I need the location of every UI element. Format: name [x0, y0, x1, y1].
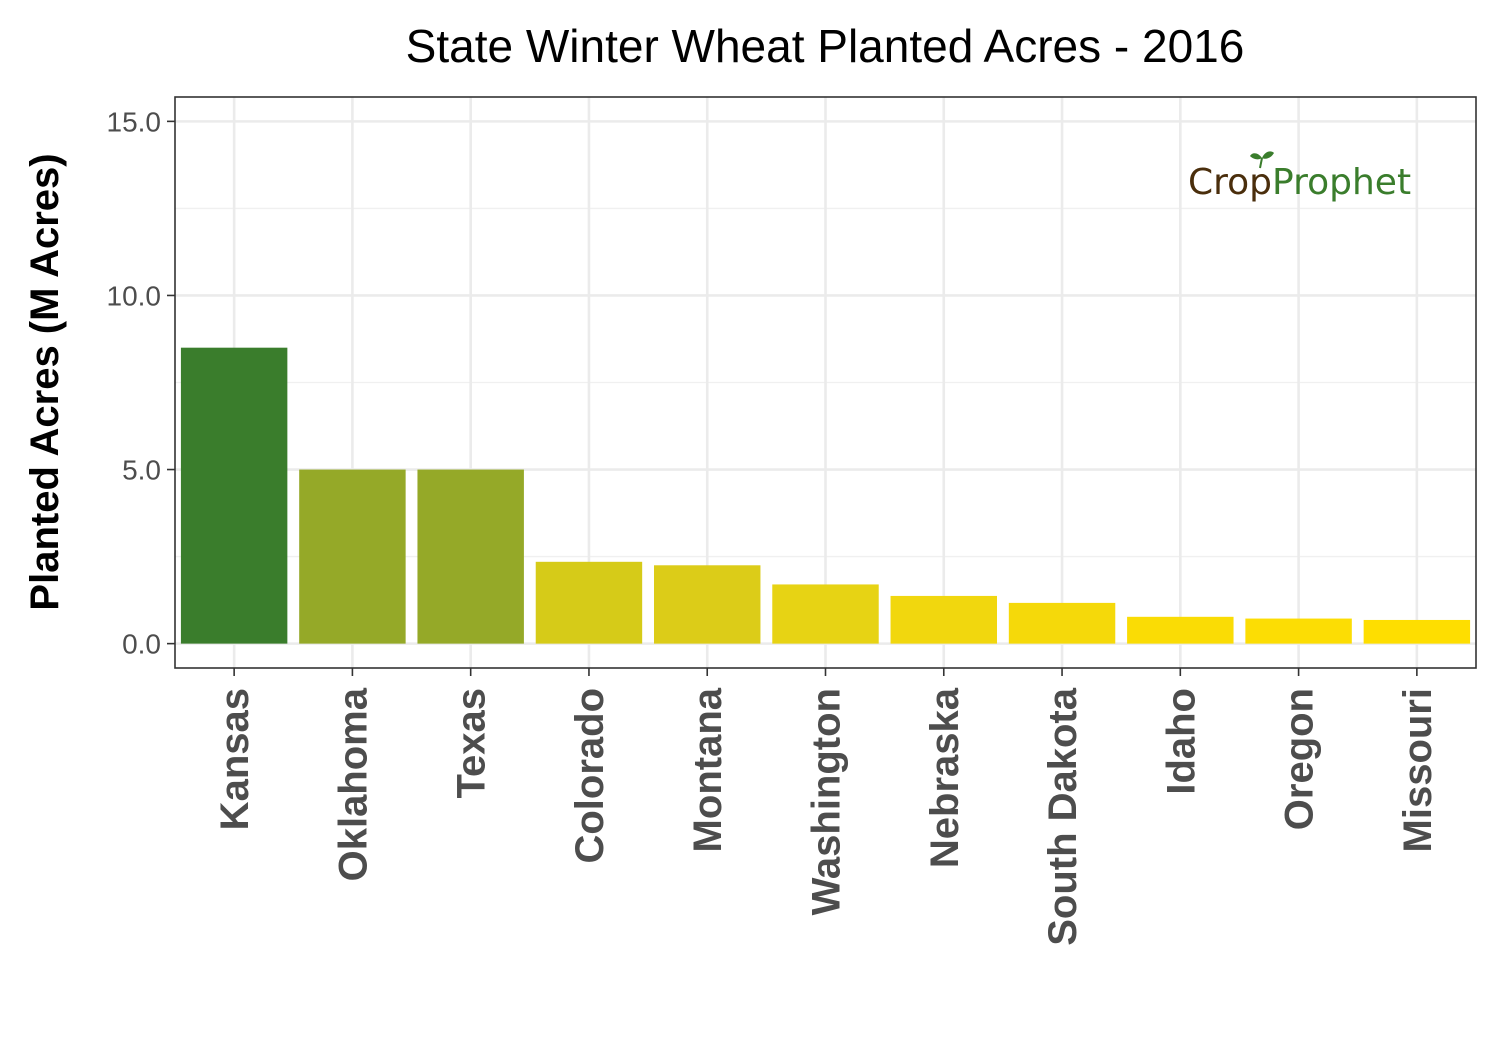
- y-tick-label: 15.0: [107, 106, 162, 137]
- y-axis-label: Planted Acres (M Acres): [23, 153, 67, 610]
- chart-title: State Winter Wheat Planted Acres - 2016: [406, 20, 1245, 72]
- y-tick-label: 5.0: [122, 455, 161, 486]
- x-tick-label-missouri: Missouri: [1396, 688, 1440, 852]
- y-tick-label: 10.0: [107, 280, 162, 311]
- x-tick-label-idaho: Idaho: [1159, 688, 1203, 795]
- x-tick-label-texas: Texas: [450, 688, 494, 798]
- bar-south-dakota: [1008, 602, 1116, 644]
- bar-montana: [654, 565, 761, 644]
- x-tick-label-kansas: Kansas: [213, 688, 257, 830]
- bar-kansas: [180, 347, 288, 644]
- x-tick-label-montana: Montana: [686, 687, 730, 852]
- bar-idaho: [1127, 616, 1234, 644]
- logo-text: CropProphet: [1188, 162, 1411, 203]
- logo-text-crop: Crop: [1188, 162, 1272, 203]
- x-axis: Kansas Oklahoma Texas Colorado Montana Washin…: [213, 668, 1440, 946]
- x-tick-label-nebraska: Nebraska: [923, 687, 967, 868]
- bar-texas: [417, 469, 524, 644]
- x-tick-label-oklahoma: Oklahoma: [331, 687, 375, 881]
- bar-colorado: [535, 561, 643, 644]
- x-tick-label-south-dakota: South Dakota: [1041, 687, 1085, 946]
- x-tick-label-washington: Washington: [805, 688, 849, 915]
- bar-nebraska: [890, 595, 997, 644]
- x-tick-label-colorado: Colorado: [568, 688, 612, 864]
- logo-text-prophet: Prophet: [1272, 162, 1411, 203]
- bar-washington: [772, 584, 879, 644]
- cropprophet-logo: CropProphet: [1188, 151, 1411, 203]
- bar-oklahoma: [299, 469, 406, 644]
- bar-oregon: [1245, 618, 1352, 644]
- sprout-icon: [1250, 151, 1274, 169]
- y-axis: 0.0 5.0 10.0 15.0: [107, 106, 175, 660]
- bar-missouri: [1363, 619, 1471, 644]
- bars: [180, 347, 1471, 644]
- y-tick-label: 0.0: [122, 629, 161, 660]
- x-tick-label-oregon: Oregon: [1278, 688, 1322, 830]
